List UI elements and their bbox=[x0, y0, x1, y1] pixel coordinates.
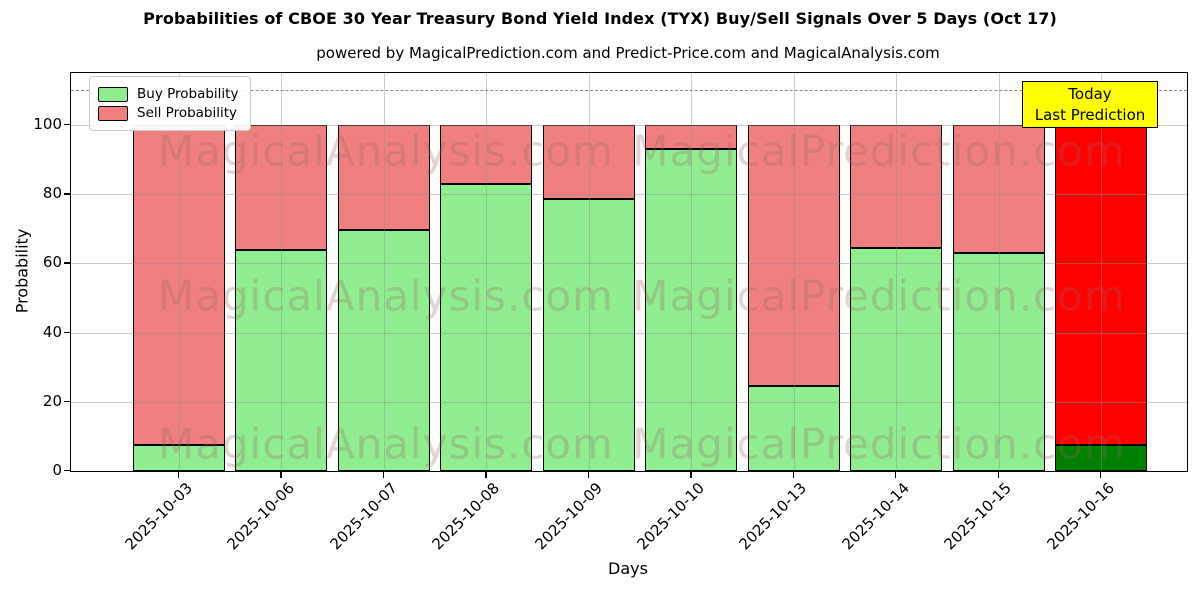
h-gridline bbox=[71, 194, 1187, 196]
bar-sell-segment bbox=[337, 124, 430, 231]
v-gridline bbox=[486, 73, 488, 471]
x-tick-mark bbox=[382, 472, 385, 478]
x-tick-label: 2025-10-13 bbox=[735, 479, 811, 554]
x-tick-label: 2025-10-06 bbox=[223, 479, 299, 554]
v-gridline bbox=[896, 73, 898, 471]
y-tick-label: 100 bbox=[33, 114, 62, 133]
bar-buy-segment bbox=[850, 247, 943, 471]
today-annotation-line2: Last Prediction bbox=[1034, 105, 1146, 124]
bar-buy-segment bbox=[235, 249, 328, 471]
bar-buy-segment bbox=[133, 445, 225, 471]
watermark-magicalanalysis: MagicalAnalysis.com bbox=[158, 419, 614, 469]
bar-buy-segment bbox=[747, 386, 840, 471]
x-tick-mark bbox=[997, 472, 999, 478]
bar-buy-segment bbox=[542, 199, 635, 471]
watermark-magicalprediction: MagicalPrediction.com bbox=[632, 126, 1126, 176]
watermark-magicalanalysis: MagicalAnalysis.com bbox=[158, 271, 614, 321]
chart-subtitle: powered by MagicalPrediction.com and Pre… bbox=[316, 44, 940, 62]
legend-item-buy: Buy Probability bbox=[98, 86, 238, 102]
legend-item-sell: Sell Probability bbox=[98, 105, 238, 121]
v-gridline bbox=[1100, 73, 1102, 471]
legend-label-buy: Buy Probability bbox=[137, 86, 239, 102]
x-tick-mark bbox=[178, 472, 180, 478]
today-annotation-line1: Today bbox=[1068, 84, 1112, 103]
v-gridline bbox=[281, 73, 283, 471]
x-tick-mark bbox=[1099, 472, 1102, 478]
x-axis-label: Days bbox=[608, 559, 648, 578]
x-tick-label: 2025-10-07 bbox=[326, 479, 401, 554]
bar-buy-segment bbox=[337, 230, 430, 471]
y-tick-label: 20 bbox=[42, 391, 62, 410]
chart-title: Probabilities of CBOE 30 Year Treasury B… bbox=[143, 9, 1057, 28]
bar-buy-segment bbox=[1054, 445, 1147, 471]
y-tick-mark bbox=[64, 262, 70, 264]
y-tick-mark bbox=[64, 193, 70, 195]
x-tick-mark bbox=[485, 472, 487, 478]
bar-sell-segment bbox=[747, 124, 840, 387]
watermark-magicalprediction: MagicalPrediction.com bbox=[632, 271, 1126, 321]
bar-sell-segment bbox=[850, 124, 943, 248]
y-tick-label: 0 bbox=[52, 461, 62, 479]
bar-sell-segment bbox=[542, 124, 635, 200]
bar-sell-segment bbox=[440, 124, 533, 184]
plot-area: Buy Probability Sell Probability Today L… bbox=[70, 72, 1188, 472]
v-gridline bbox=[998, 73, 1000, 471]
h-gridline bbox=[71, 124, 1187, 126]
x-tick-mark bbox=[792, 472, 795, 478]
x-tick-label: 2025-10-14 bbox=[838, 479, 913, 554]
x-tick-mark bbox=[690, 472, 692, 478]
h-gridline bbox=[71, 263, 1187, 265]
legend: Buy Probability Sell Probability bbox=[89, 76, 252, 131]
y-tick-label: 40 bbox=[42, 322, 62, 341]
y-tick-label: 80 bbox=[42, 184, 62, 203]
y-tick-mark bbox=[64, 470, 70, 472]
x-tick-label: 2025-10-10 bbox=[633, 479, 708, 554]
bar-sell-segment bbox=[235, 124, 328, 250]
x-tick-label: 2025-10-08 bbox=[428, 479, 504, 554]
y-tick-mark bbox=[64, 331, 70, 333]
x-tick-label: 2025-10-15 bbox=[940, 479, 1016, 554]
bar-buy-segment bbox=[952, 252, 1045, 471]
buy-swatch-icon bbox=[98, 86, 128, 102]
v-gridline bbox=[691, 73, 693, 471]
x-tick-mark bbox=[895, 472, 897, 478]
y-tick-label: 60 bbox=[42, 253, 62, 272]
x-tick-label: 2025-10-03 bbox=[121, 479, 196, 554]
x-tick-label: 2025-10-16 bbox=[1043, 479, 1118, 554]
bar-buy-segment bbox=[645, 149, 738, 471]
h-gridline bbox=[71, 401, 1187, 403]
dashed-reference-line bbox=[71, 90, 1187, 92]
v-gridline bbox=[793, 73, 795, 471]
v-gridline bbox=[588, 73, 590, 471]
v-gridline bbox=[383, 73, 385, 471]
bar-sell-segment bbox=[133, 124, 225, 446]
legend-label-sell: Sell Probability bbox=[137, 105, 238, 121]
bar-buy-segment bbox=[440, 183, 533, 471]
watermark-magicalprediction: MagicalPrediction.com bbox=[632, 419, 1126, 469]
bar-sell-segment bbox=[952, 124, 1045, 253]
bar-sell-segment bbox=[1054, 124, 1147, 446]
today-annotation: Today Last Prediction bbox=[1022, 81, 1158, 128]
v-gridline bbox=[179, 73, 180, 471]
bar-sell-segment bbox=[645, 124, 738, 150]
y-tick-mark bbox=[64, 123, 70, 126]
sell-swatch-icon bbox=[98, 105, 128, 121]
h-gridline bbox=[71, 332, 1187, 334]
x-tick-label: 2025-10-09 bbox=[531, 479, 606, 554]
y-tick-mark bbox=[64, 400, 70, 403]
x-tick-mark bbox=[587, 472, 590, 478]
watermark-magicalanalysis: MagicalAnalysis.com bbox=[158, 126, 614, 176]
x-tick-mark bbox=[280, 472, 282, 478]
